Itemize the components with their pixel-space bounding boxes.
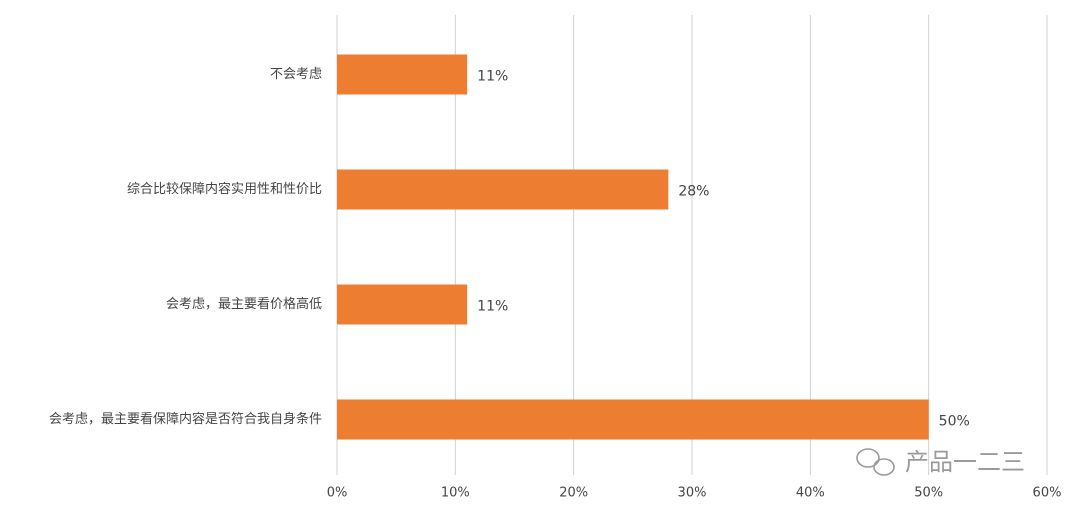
y-tick-label: 会考虑，最主要看价格高低 (166, 296, 322, 312)
x-tick-label: 40% (796, 486, 825, 501)
x-tick-label: 20% (559, 486, 588, 501)
value-label: 11% (477, 299, 508, 315)
bar (337, 169, 669, 210)
value-label: 50% (939, 414, 970, 430)
x-tick-label: 60% (1033, 486, 1062, 501)
x-tick-label: 0% (327, 486, 348, 501)
y-tick-label: 不会考虑 (270, 67, 322, 82)
value-label: 11% (477, 69, 508, 85)
bar (337, 54, 468, 95)
watermark-icon (856, 448, 895, 476)
x-tick-label: 30% (678, 486, 707, 501)
bar (337, 399, 929, 440)
x-tick-label: 10% (441, 486, 470, 501)
y-tick-label: 综合比较保障内容实用性和性价比 (127, 181, 322, 197)
bar (337, 284, 468, 325)
y-tick-label: 会考虑，最主要看保障内容是否符合我自身条件 (49, 411, 322, 427)
x-tick-label: 50% (914, 486, 943, 501)
watermark: 产品一二三 (905, 448, 1025, 476)
value-label: 28% (678, 184, 709, 200)
